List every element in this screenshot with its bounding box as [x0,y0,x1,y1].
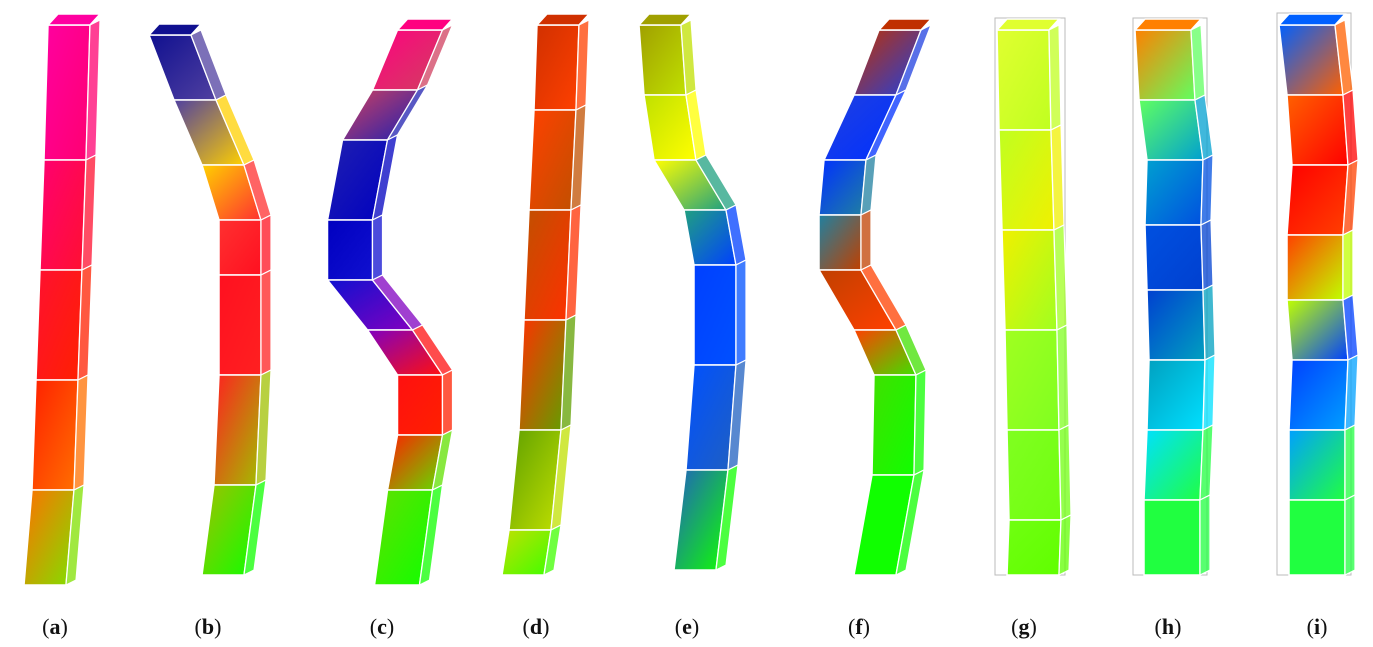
segment-side-face [895,468,925,577]
segment-front-face [1144,224,1204,291]
segment-side-face [1344,424,1356,501]
segment-front-face [1286,94,1349,166]
segment-side-face [243,478,267,577]
segment-front-face [23,489,75,586]
segment-front-face [1286,234,1344,301]
segment-front-face [693,264,737,366]
segment-side-face [371,214,384,281]
panel-a [23,13,102,587]
segment-front-face [218,219,262,276]
segment-side-face [913,369,927,476]
segment-front-face [818,159,867,216]
segment-front-face [1146,359,1206,431]
top-cap [535,13,591,26]
segment-side-face [1344,494,1356,576]
caption-g: (g) [1011,614,1037,639]
segment-side-face [1202,354,1216,431]
segment-front-face [1001,229,1058,331]
caption-f: (f) [848,614,870,639]
segment-front-face [533,24,580,111]
caption-a: (a) [42,614,68,639]
segment-front-face [1288,499,1346,576]
panel-f [817,18,933,577]
panel-c [325,18,455,587]
segment-side-face [735,259,747,366]
segment-front-face [1286,299,1349,361]
segment-front-face [501,529,552,576]
panel-d [501,13,591,577]
segment-side-face [860,209,872,271]
segment-front-face [43,24,91,161]
segment-front-face [218,274,262,376]
segment-front-face [528,109,577,211]
segment-front-face [818,214,862,271]
segment-front-face [1143,499,1201,576]
panel-i [1276,12,1359,576]
caption-d: (d) [522,614,550,639]
caption-b: (b) [194,614,222,639]
segment-front-face [1004,329,1060,431]
segment-side-face [65,483,85,587]
segment-front-face [998,129,1055,231]
top-cap [1277,13,1347,26]
segment-side-face [715,463,739,572]
segment-side-face [1199,494,1211,576]
segment-front-face [1006,429,1062,521]
segment-front-face [1134,29,1196,101]
caption-c: (c) [369,614,395,639]
segment-front-face [871,374,917,476]
segment-front-face [1144,159,1204,226]
segment-front-face [518,319,567,431]
segment-front-face [685,364,737,471]
segment-front-face [396,374,444,436]
segment-side-face [441,369,454,436]
top-cap [46,13,102,26]
segment-front-face [1146,289,1206,361]
segment-front-face [1138,99,1204,161]
panel-b [147,23,272,577]
caption-i: (i) [1306,614,1328,639]
segment-side-face [543,523,562,577]
top-cap [995,18,1061,31]
panel-g [994,17,1072,576]
segment-side-face [260,214,272,276]
segment-side-face [1200,219,1214,291]
segment-front-face [39,159,87,271]
segment-front-face [1278,24,1344,96]
segment-side-face [1200,154,1214,226]
panel-e [637,13,747,572]
segment-side-face [1058,424,1072,521]
top-cap [877,18,933,31]
segment-side-face [1048,24,1062,131]
top-cap [1133,18,1203,31]
segment-front-face [1286,164,1349,236]
segment-front-face [213,374,262,486]
segment-front-face [996,29,1052,131]
panel-h [1132,17,1216,576]
segment-side-face [418,483,444,587]
segment-front-face [523,209,572,321]
segment-side-face [1056,324,1070,431]
segment-side-face [1342,229,1354,301]
segment-front-face [1143,429,1204,501]
segment-front-face [326,219,374,281]
segment-front-face [31,379,79,491]
caption-h: (h) [1154,614,1182,639]
segment-front-face [1006,519,1062,576]
segment-side-face [1202,284,1216,361]
segment-front-face [1288,359,1349,431]
top-cap [147,23,203,36]
segment-front-face [35,269,83,381]
top-cap [395,18,455,31]
segment-side-face [260,269,272,376]
segment-front-face [638,24,687,96]
segment-front-face [1288,429,1346,501]
segment-side-face [1050,124,1065,231]
top-cap [637,13,693,26]
caption-e: (e) [674,614,700,639]
segment-side-face [1053,224,1068,331]
segment-side-face [1058,514,1072,576]
